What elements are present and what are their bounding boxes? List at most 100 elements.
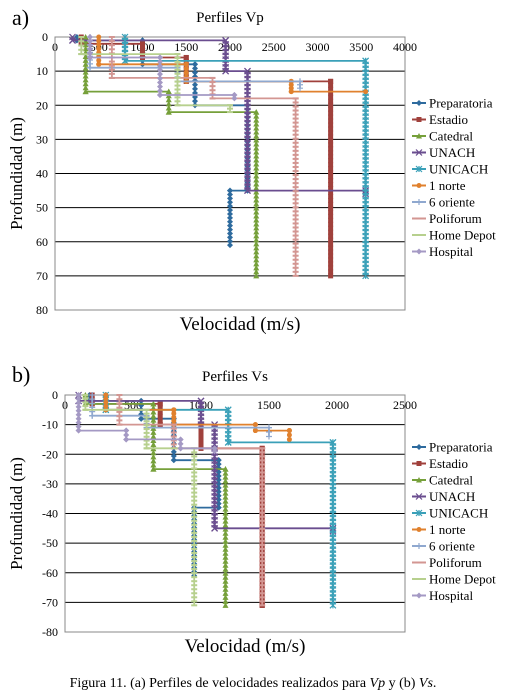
chart-title: Perfiles Vp: [196, 10, 264, 26]
data-point: [222, 494, 229, 500]
legend-label: Home Depot: [429, 228, 496, 243]
data-point: [150, 433, 157, 439]
data-point: [231, 92, 238, 99]
data-point: [177, 445, 184, 452]
data-point: [328, 249, 334, 255]
series-home-depot: [82, 394, 198, 607]
legend-label: 1 norte: [429, 522, 466, 537]
series-line: [118, 395, 264, 606]
data-point: [75, 423, 82, 430]
data-point: [183, 61, 189, 67]
data-point: [328, 233, 334, 239]
legend-label: UNACH: [429, 145, 475, 160]
data-point: [328, 201, 334, 207]
legend-label: UNACH: [429, 489, 475, 504]
data-point: [82, 61, 89, 67]
legend-item: Catedral: [412, 129, 473, 144]
data-point: [103, 396, 109, 402]
y-axis-title: Profundidad (m): [7, 457, 26, 570]
series-unach: [75, 391, 337, 535]
data-point: [328, 150, 334, 156]
y-tick-label: 30: [36, 132, 48, 146]
data-point: [328, 170, 334, 176]
data-point: [82, 76, 89, 83]
data-point: [328, 174, 334, 180]
data-point: [252, 422, 258, 428]
data-point: [96, 46, 102, 52]
legend-item: Hospital: [412, 588, 473, 603]
data-point: [328, 102, 334, 108]
data-point: [328, 78, 334, 84]
data-point: [140, 45, 145, 51]
data-point: [253, 161, 260, 167]
data-point: [82, 34, 89, 40]
data-point: [222, 482, 229, 488]
data-point: [362, 272, 370, 280]
legend-marker: [416, 477, 422, 483]
data-point: [192, 85, 198, 92]
data-point: [328, 182, 334, 188]
y-tick-label: 80: [36, 303, 48, 317]
series-poliforum: [108, 36, 299, 277]
panel-label: a): [12, 5, 29, 30]
y-tick-label: 10: [36, 64, 48, 78]
data-point: [157, 401, 163, 407]
legend-item: UNACH: [412, 145, 475, 160]
legend-label: Catedral: [429, 129, 473, 144]
data-point: [253, 157, 260, 163]
legend-marker: [416, 133, 422, 139]
plot-area: [64, 394, 406, 633]
data-point: [253, 109, 260, 115]
legend-item: Home Depot: [412, 572, 496, 587]
data-point: [253, 165, 260, 171]
data-point: [96, 61, 102, 67]
legend-label: Poliforum: [429, 211, 482, 226]
data-point: [222, 538, 229, 544]
legend-item: Preparatoria: [412, 96, 493, 111]
data-point: [89, 412, 96, 419]
legend-item: Home Depot: [412, 228, 496, 243]
data-point: [198, 433, 204, 439]
data-point: [253, 208, 260, 215]
figure-caption: Figura 11. (a) Perfiles de velocidades r…: [0, 676, 506, 692]
x-tick-label: 3500: [349, 40, 373, 54]
data-point: [286, 436, 292, 442]
data-point: [328, 221, 334, 227]
data-point: [192, 98, 198, 105]
data-point: [328, 138, 334, 144]
legend-label: Preparatoria: [429, 440, 493, 455]
y-tick-label: -70: [42, 595, 58, 609]
legend-item: UNACH: [412, 489, 475, 504]
data-point: [253, 232, 260, 239]
data-point: [192, 65, 198, 72]
legend-marker: [416, 183, 422, 188]
data-point: [87, 38, 93, 45]
data-point: [183, 70, 189, 76]
data-point: [328, 82, 334, 88]
data-point: [328, 126, 334, 132]
data-point: [183, 66, 189, 72]
panel-label: b): [12, 362, 30, 387]
series-line: [111, 37, 297, 276]
data-point: [253, 192, 260, 199]
data-point: [157, 75, 163, 82]
data-point: [170, 457, 177, 464]
y-tick-label: 0: [42, 30, 48, 44]
data-point: [222, 67, 230, 75]
x-tick-label: 3000: [306, 40, 330, 54]
data-point: [82, 84, 89, 91]
data-point: [222, 510, 229, 516]
data-point: [253, 268, 260, 275]
data-point: [227, 214, 233, 221]
data-point: [222, 502, 229, 508]
data-point: [87, 50, 93, 57]
data-point: [328, 146, 334, 152]
data-point: [222, 470, 229, 476]
data-point: [75, 407, 82, 414]
data-point: [253, 184, 260, 191]
data-point: [253, 121, 260, 127]
data-point: [253, 260, 260, 267]
data-point: [82, 69, 89, 75]
data-point: [227, 238, 233, 245]
